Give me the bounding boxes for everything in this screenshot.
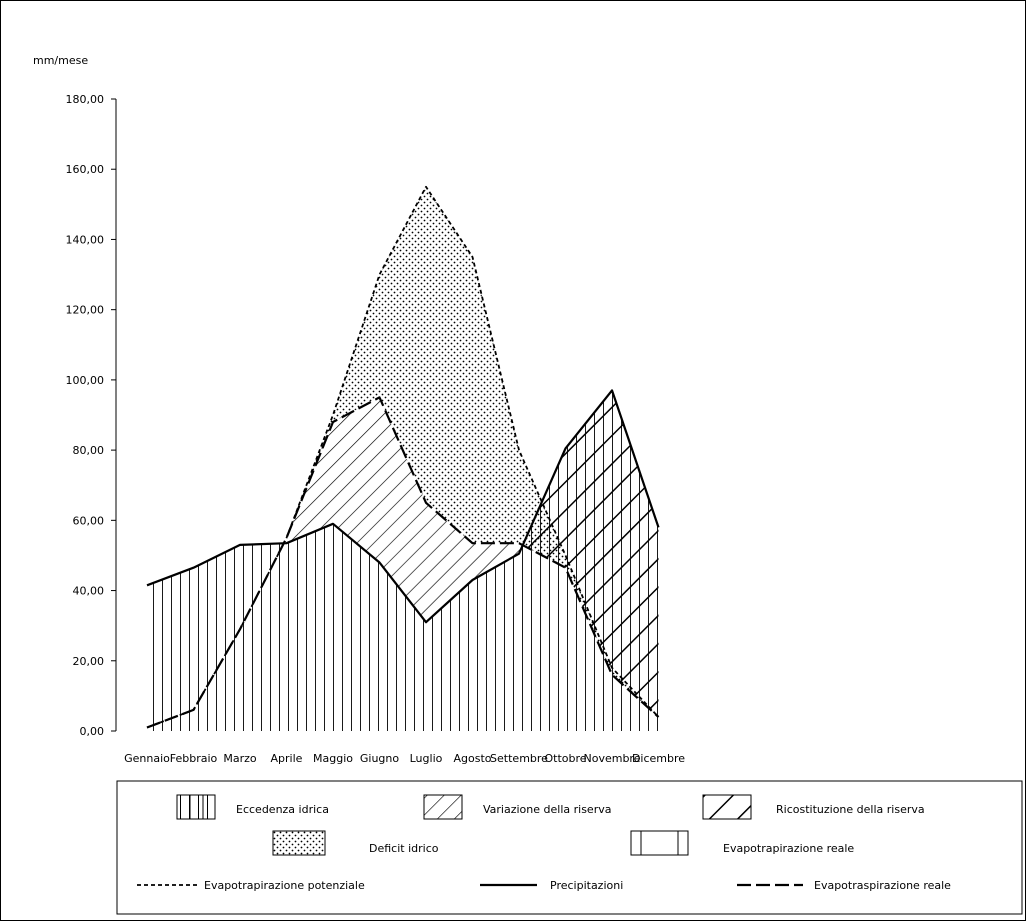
x-tick-label: Marzo bbox=[223, 752, 257, 765]
x-tick-label: Settembre bbox=[490, 752, 548, 765]
legend-item-evap-reale: Evapotraspirazione reale bbox=[737, 879, 951, 892]
legend-label-evap-reale-box: Evapotrapirazione reale bbox=[723, 842, 854, 855]
legend-label-precipitazioni: Precipitazioni bbox=[550, 879, 623, 892]
x-tick-label: Aprile bbox=[271, 752, 303, 765]
series-line-evapotraspirazione-reale bbox=[146, 396, 660, 729]
legend-label-eccedenza: Eccedenza idrica bbox=[236, 803, 329, 816]
pattern-fills bbox=[147, 186, 659, 731]
legend-item-deficit: Deficit idrico bbox=[272, 830, 439, 856]
x-tick-label: Maggio bbox=[313, 752, 353, 765]
legend-item-evap-potenziale: Evapotrapirazione potenziale bbox=[137, 879, 365, 892]
series-lines bbox=[146, 185, 660, 729]
y-tick-label: 120,00 bbox=[66, 304, 105, 317]
y-tick-label: 80,00 bbox=[73, 444, 105, 457]
fill-deficit-idrico bbox=[147, 186, 659, 728]
fill-variazione-riserva bbox=[283, 397, 523, 623]
fill-eccedenza-idrica bbox=[147, 390, 659, 731]
legend-swatch-thin-diagonal bbox=[423, 794, 463, 820]
series-line-precipitazioni bbox=[146, 389, 660, 624]
y-tick-label: 40,00 bbox=[73, 585, 105, 598]
legend-label-evap-reale: Evapotraspirazione reale bbox=[814, 879, 951, 892]
legend-swatch-thick-diagonal bbox=[702, 794, 752, 820]
legend-label-deficit: Deficit idrico bbox=[369, 842, 439, 855]
legend-label-ricostituzione: Ricostituzione della riserva bbox=[776, 803, 925, 816]
x-tick-label: Gennaio bbox=[124, 752, 170, 765]
x-tick-label: Novembre bbox=[584, 752, 641, 765]
legend-swatch-box bbox=[630, 830, 689, 856]
y-tick-label: 140,00 bbox=[66, 233, 105, 246]
x-tick-label: Giugno bbox=[360, 752, 400, 765]
y-axis: 0,00 20,00 40,00 60,00 80,00 100,00 120,00 140,… bbox=[66, 93, 117, 738]
y-tick-label: 160,00 bbox=[66, 163, 105, 176]
x-tick-label: Luglio bbox=[410, 752, 443, 765]
legend-item-evap-reale-box: Evapotrapirazione reale bbox=[630, 830, 854, 856]
x-tick-label: Ottobre bbox=[544, 752, 586, 765]
fill-ricostituzione-riserva bbox=[522, 390, 659, 717]
legend-label-evap-potenziale: Evapotrapirazione potenziale bbox=[204, 879, 365, 892]
legend-label-variazione: Variazione della riserva bbox=[483, 803, 611, 816]
legend-item-ricostituzione: Ricostituzione della riserva bbox=[702, 794, 925, 820]
y-axis-label: mm/mese bbox=[33, 54, 88, 67]
y-tick-label: 180,00 bbox=[66, 93, 105, 106]
y-tick-label: 20,00 bbox=[73, 655, 105, 668]
y-tick-label: 0,00 bbox=[80, 725, 105, 738]
x-tick-label: Dicembre bbox=[632, 752, 685, 765]
x-axis-labels: Gennaio Febbraio Marzo Aprile Maggio Giugno Lu… bbox=[124, 752, 685, 765]
x-tick-label: Agosto bbox=[453, 752, 491, 765]
legend-swatch-dots bbox=[272, 830, 326, 856]
legend: Eccedenza idrica Variazione della riserv… bbox=[116, 780, 1023, 915]
legend-item-eccedenza: Eccedenza idrica bbox=[176, 794, 329, 820]
legend-box bbox=[116, 780, 1023, 915]
y-tick-label: 100,00 bbox=[66, 374, 105, 387]
x-tick-label: Febbraio bbox=[170, 752, 218, 765]
y-tick-label: 60,00 bbox=[73, 514, 105, 527]
legend-swatch-vlines bbox=[176, 794, 216, 820]
legend-item-variazione: Variazione della riserva bbox=[423, 794, 611, 820]
legend-item-precipitazioni: Precipitazioni bbox=[480, 879, 623, 892]
